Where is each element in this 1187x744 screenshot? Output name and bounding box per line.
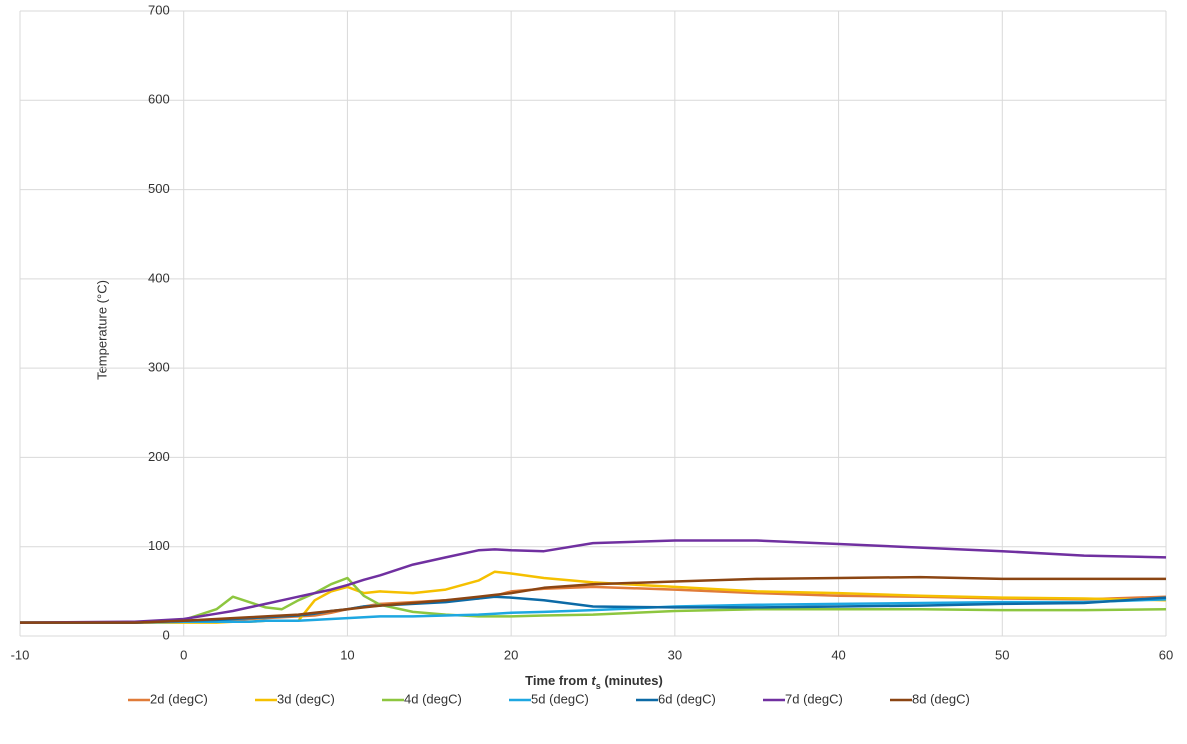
legend-label: 2d (degC) — [150, 691, 208, 706]
x-label-part: Time from — [525, 673, 591, 688]
x-tick-label: 50 — [995, 647, 1009, 662]
y-axis-label: Temperature (°C) — [94, 280, 109, 380]
x-tick-label: 0 — [180, 647, 187, 662]
x-tick-label: 10 — [340, 647, 354, 662]
y-tick-label: 300 — [148, 360, 170, 375]
x-label-part: (minutes) — [601, 673, 663, 688]
data-line — [20, 576, 1167, 624]
y-tick-label: 100 — [148, 538, 170, 553]
x-label-part: s — [596, 681, 601, 691]
legend-label: 8d (degC) — [912, 691, 970, 706]
legend-label: 5d (degC) — [531, 691, 589, 706]
legend-label: 6d (degC) — [658, 691, 716, 706]
x-label-part: t — [591, 673, 596, 688]
y-tick-label: 0 — [162, 627, 169, 642]
y-tick-label: 700 — [148, 2, 170, 17]
legend-label: 3d (degC) — [277, 691, 335, 706]
x-tick-label: -10 — [11, 647, 30, 662]
y-tick-label: 200 — [148, 449, 170, 464]
y-tick-label: 400 — [148, 270, 170, 285]
y-tick-label: 500 — [148, 181, 170, 196]
x-tick-label: 40 — [831, 647, 845, 662]
x-tick-label: 20 — [504, 647, 518, 662]
data-line — [20, 575, 1166, 624]
y-tick-label: 600 — [148, 92, 170, 107]
x-axis-label: Time from ts (minutes) — [525, 673, 663, 691]
data-line — [19, 539, 1167, 624]
data-line — [20, 598, 1167, 624]
x-tick-label: 60 — [1159, 647, 1173, 662]
legend-label: 7d (degC) — [785, 691, 843, 706]
x-tick-label: 30 — [668, 647, 682, 662]
legend-label: 4d (degC) — [404, 691, 462, 706]
